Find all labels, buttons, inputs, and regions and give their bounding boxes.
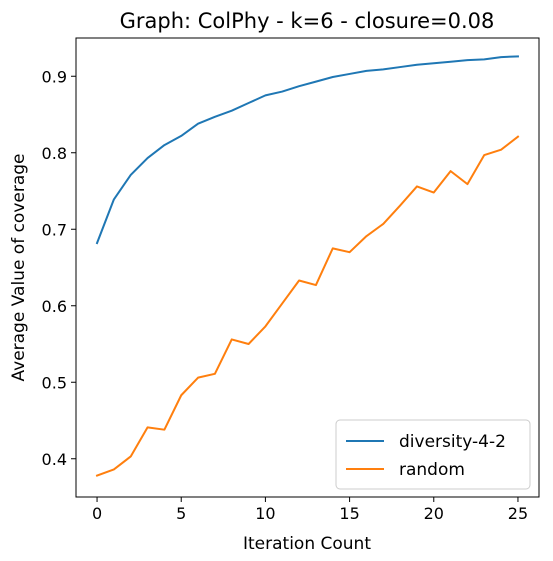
legend-label-random: random — [399, 460, 465, 480]
series-line-random — [95, 135, 520, 477]
x-tick-label: 20 — [424, 504, 444, 523]
x-tick-label: 0 — [92, 504, 102, 523]
y-axis-label: Average Value of coverage — [9, 153, 29, 381]
x-axis-label: Iteration Count — [243, 534, 371, 554]
x-axis-ticks: 0 5 10 15 20 25 — [92, 497, 528, 523]
legend: diversity-4-2 random — [335, 419, 531, 490]
plot-frame — [75, 37, 540, 498]
series-layer — [95, 55, 520, 477]
y-tick-label: 0.8 — [42, 144, 67, 163]
chart-title: Graph: ColPhy - k=6 - closure=0.08 — [120, 9, 495, 33]
y-tick-label: 0.5 — [42, 373, 67, 392]
x-tick-label: 5 — [176, 504, 186, 523]
y-tick-label: 0.7 — [42, 220, 67, 239]
y-tick-label: 0.6 — [42, 297, 67, 316]
x-tick-label: 15 — [339, 504, 359, 523]
x-tick-label: 10 — [255, 504, 275, 523]
x-tick-label: 25 — [508, 504, 528, 523]
y-axis-ticks: 0.4 0.5 0.6 0.7 0.8 0.9 — [42, 67, 76, 469]
plot-area — [75, 37, 540, 498]
legend-label-diversity: diversity-4-2 — [399, 432, 506, 452]
legend-box — [335, 419, 531, 490]
y-tick-label: 0.9 — [42, 67, 67, 86]
series-line-diversity — [95, 55, 519, 245]
y-tick-label: 0.4 — [42, 450, 67, 469]
